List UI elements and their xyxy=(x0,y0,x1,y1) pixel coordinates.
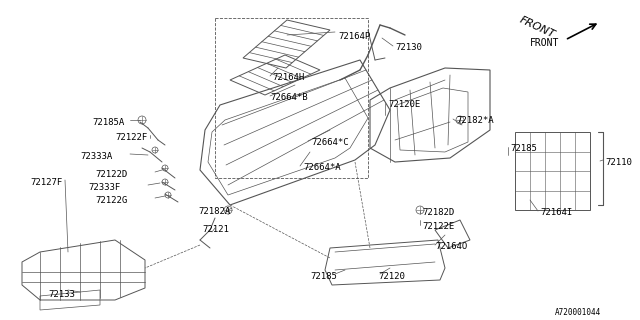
Text: A720001044: A720001044 xyxy=(555,308,601,317)
Text: 72130: 72130 xyxy=(395,43,422,52)
Text: 72164P: 72164P xyxy=(338,32,371,41)
Text: 72122E: 72122E xyxy=(422,222,454,231)
Text: 72110: 72110 xyxy=(605,158,632,167)
Text: 72164I: 72164I xyxy=(540,208,572,217)
Text: 72333A: 72333A xyxy=(80,152,112,161)
Text: 72127F: 72127F xyxy=(30,178,62,187)
Text: 72185: 72185 xyxy=(310,272,337,281)
Text: 72185A: 72185A xyxy=(92,118,124,127)
Text: 72122G: 72122G xyxy=(95,196,127,205)
Text: 72120: 72120 xyxy=(378,272,405,281)
Text: 72185: 72185 xyxy=(510,144,537,153)
Text: 72164O: 72164O xyxy=(435,242,467,251)
Text: 72664*C: 72664*C xyxy=(311,138,349,147)
Text: 72333F: 72333F xyxy=(88,183,120,192)
Text: FRONT: FRONT xyxy=(518,15,557,40)
Text: 72133: 72133 xyxy=(48,290,75,299)
Text: 72182*A: 72182*A xyxy=(456,116,493,125)
Text: 72122D: 72122D xyxy=(95,170,127,179)
Text: 72122F: 72122F xyxy=(115,133,147,142)
Text: 72664*A: 72664*A xyxy=(303,163,340,172)
Text: 72121: 72121 xyxy=(202,225,229,234)
Text: 72120E: 72120E xyxy=(388,100,420,109)
Text: FRONT: FRONT xyxy=(530,38,559,48)
Text: 72164H: 72164H xyxy=(272,73,304,82)
Text: 72182A: 72182A xyxy=(198,207,230,216)
Text: 72182D: 72182D xyxy=(422,208,454,217)
Text: 72664*B: 72664*B xyxy=(270,93,308,102)
